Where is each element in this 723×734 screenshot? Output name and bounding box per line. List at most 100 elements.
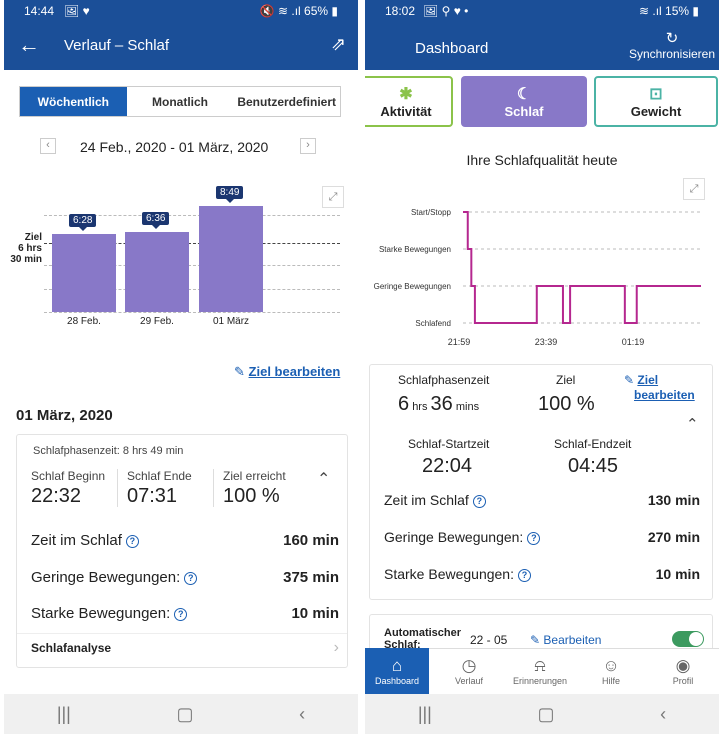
- tab-weight[interactable]: ⊡ Gewicht: [594, 76, 718, 127]
- day-title: 01 März, 2020: [16, 407, 113, 424]
- moon-icon: ☾: [516, 86, 532, 103]
- status-icons: 🖼 ♥: [64, 4, 90, 18]
- strong-movement-value: 10 min: [291, 605, 339, 622]
- help-people-icon: ☺: [602, 656, 620, 675]
- strong-movement-label: Starke Bewegungen:?: [31, 605, 188, 622]
- start-time-label: Schlaf-Startzeit: [408, 437, 490, 451]
- nav-history[interactable]: ◷ Verlauf: [454, 656, 484, 686]
- bar-value-label: 8:49: [216, 185, 244, 203]
- light-movement-value: 270 min: [647, 529, 700, 545]
- bar-value-label: 6:36: [142, 212, 170, 230]
- profile-icon: ◉: [675, 656, 691, 675]
- recent-apps-icon[interactable]: |||: [417, 703, 432, 724]
- sleep-bar[interactable]: [199, 205, 263, 312]
- auto-sleep-toggle[interactable]: [672, 631, 704, 647]
- next-arrow-icon[interactable]: ›: [300, 138, 316, 154]
- period-selector: Wöchentlich Monatlich Benutzerdefiniert: [19, 86, 341, 117]
- begin-value: 22:32: [31, 485, 82, 507]
- help-icon[interactable]: ?: [527, 531, 541, 545]
- help-icon[interactable]: ?: [184, 571, 198, 585]
- bell-icon: ⍾: [534, 656, 546, 675]
- sync-button[interactable]: ↻ Synchronisieren: [628, 30, 715, 61]
- help-icon[interactable]: ?: [517, 568, 531, 582]
- nav-reminders[interactable]: ⍾ Erinnerungen: [512, 656, 568, 686]
- page-title: Dashboard: [415, 40, 489, 57]
- back-icon[interactable]: ‹: [660, 703, 667, 724]
- status-battery: 🔇 ≋ .ıl 65% ▮: [259, 4, 338, 18]
- home-icon[interactable]: ▢: [176, 703, 194, 724]
- clock-icon: ◷: [461, 656, 477, 675]
- strong-movement-label: Starke Bewegungen:?: [384, 566, 531, 582]
- auto-sleep-time: 22 - 05: [470, 633, 508, 647]
- status-bar: 14:44 🖼 ♥ 🔇 ≋ .ıl 65% ▮: [4, 0, 358, 23]
- tab-monthly[interactable]: Monatlich: [152, 94, 208, 109]
- collapse-chevron-icon[interactable]: ⌃: [317, 471, 331, 488]
- nav-profile[interactable]: ◉ Profil: [672, 656, 694, 686]
- goal-label: Ziel: [556, 373, 576, 387]
- end-value: 07:31: [127, 485, 178, 507]
- chevron-right-icon: ›: [333, 639, 339, 656]
- goal-reached-value: 100 %: [223, 485, 280, 507]
- status-time: 18:02: [385, 4, 416, 18]
- sleep-quality-title: Ihre Schlafqualität heute: [466, 152, 618, 168]
- nav-dashboard[interactable]: ⌂ Dashboard: [365, 648, 429, 694]
- prev-arrow-icon[interactable]: ‹: [40, 138, 56, 154]
- expand-icon[interactable]: ⤢: [683, 178, 705, 200]
- share-icon[interactable]: ⇗: [330, 34, 346, 54]
- sleep-summary-card: Schlafphasenzeit 6 hrs 36 mins Ziel 100 …: [369, 364, 713, 600]
- system-nav-bar: ||| ▢ ‹: [4, 694, 358, 734]
- sleep-quality-chart: Start/Stopp Starke Bewegungen Geringe Bewe…: [374, 208, 701, 347]
- phase-time-label: Schlafphasenzeit: [398, 373, 490, 387]
- end-label: Schlaf Ende: [127, 469, 192, 483]
- level-label: Start/Stopp: [411, 208, 452, 217]
- recent-apps-icon[interactable]: |||: [56, 703, 71, 724]
- time-tick-label: 21:59: [448, 337, 471, 347]
- page-title: Verlauf – Schlaf: [64, 37, 170, 54]
- right-phone-screen: 18:02 🖼 ⚲ ♥ • ≋ .ıl 15% ▮ Dashboard ↻ Sy…: [365, 0, 719, 734]
- day-summary-card: Schlafphasenzeit: 8 hrs 49 min Schlaf Be…: [16, 434, 348, 668]
- light-movement-label: Geringe Bewegungen:?: [384, 529, 541, 545]
- sleep-time-label: Zeit im Schlaf?: [384, 492, 486, 508]
- light-movement-value: 375 min: [283, 569, 339, 586]
- help-icon[interactable]: ?: [472, 494, 486, 508]
- expand-icon[interactable]: ⤢: [322, 186, 344, 208]
- status-bar: 18:02 🖼 ⚲ ♥ • ≋ .ıl 15% ▮: [365, 0, 719, 23]
- weekly-sleep-chart: Ziel 6 hrs 30 min 6:28 28 Feb. 6:36 29 Feb.…: [4, 185, 358, 330]
- sleep-bar[interactable]: [125, 232, 189, 312]
- sleep-analysis-link[interactable]: Schlafanalyse: [31, 641, 112, 655]
- tab-custom[interactable]: Benutzerdefiniert: [237, 94, 337, 109]
- strong-movement-value: 10 min: [655, 566, 700, 582]
- left-phone-screen: 14:44 🖼 ♥ 🔇 ≋ .ıl 65% ▮ ← Verlauf – Schl…: [4, 0, 358, 734]
- time-tick-label: 23:39: [535, 337, 558, 347]
- collapse-chevron-icon[interactable]: ⌃: [686, 416, 699, 433]
- auto-sleep-edit-link[interactable]: ✎ Bearbeiten: [530, 633, 602, 647]
- begin-label: Schlaf Beginn: [31, 469, 106, 483]
- phase-time-value: 6 hrs 36 mins: [398, 393, 480, 415]
- end-time-value: 04:45: [568, 455, 619, 477]
- phase-time: Schlafphasenzeit: 8 hrs 49 min: [33, 445, 184, 457]
- app-bar: Dashboard ↻ Synchronisieren: [365, 23, 719, 70]
- sleep-bar[interactable]: [52, 233, 116, 312]
- tab-sleep[interactable]: ☾ Schlaf: [461, 76, 587, 127]
- tab-activity[interactable]: ✱ Aktivität: [365, 76, 453, 127]
- edit-goal-link[interactable]: ✎ Ziel bearbeiten: [234, 364, 341, 379]
- status-time: 14:44: [24, 4, 55, 18]
- back-icon[interactable]: ‹: [299, 703, 306, 724]
- home-icon[interactable]: ▢: [537, 703, 555, 724]
- goal-value: 100 %: [538, 393, 595, 415]
- home-icon: ⌂: [391, 656, 403, 675]
- edit-goal-link[interactable]: ✎ Ziel bearbeiten: [624, 373, 695, 402]
- help-icon[interactable]: ?: [174, 607, 188, 621]
- bar-value-label: 6:28: [69, 213, 97, 231]
- scale-icon: ⊡: [649, 86, 663, 103]
- goal-line: [44, 243, 340, 244]
- sleep-time-label: Zeit im Schlaf?: [31, 532, 139, 549]
- end-time-label: Schlaf-Endzeit: [554, 437, 632, 451]
- app-bar: ← Verlauf – Schlaf ⇗: [4, 23, 358, 70]
- tab-weekly[interactable]: Wöchentlich: [20, 87, 127, 116]
- level-label: Schlafend: [415, 319, 451, 328]
- system-nav-bar: ||| ▢ ‹: [365, 694, 719, 734]
- nav-help[interactable]: ☺ Hilfe: [601, 656, 620, 686]
- help-icon[interactable]: ?: [125, 534, 139, 548]
- back-arrow-icon[interactable]: ←: [18, 32, 40, 57]
